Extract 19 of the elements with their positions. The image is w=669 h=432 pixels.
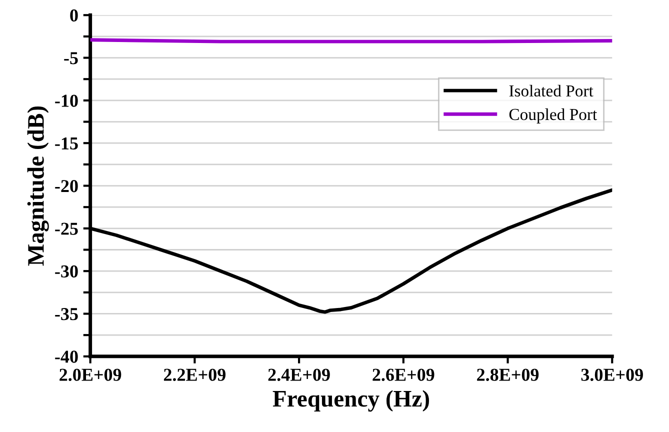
y-tick-label: -15 — [55, 137, 78, 150]
y-tick-label: -40 — [55, 350, 78, 363]
x-axis-title: Frequency (Hz) — [272, 390, 429, 412]
y-tick-label: -10 — [55, 94, 78, 107]
y-tick-label: -30 — [55, 265, 78, 278]
x-tick-label: 2.0E+09 — [60, 368, 122, 381]
y-tick-label: -20 — [55, 180, 78, 192]
legend-label: Coupled Port — [509, 108, 598, 124]
x-tick-label: 3.0E+09 — [581, 368, 643, 381]
x-tick-label: 2.4E+09 — [268, 368, 330, 381]
legend-label: Isolated Port — [509, 84, 594, 97]
y-tick-label: -25 — [55, 222, 78, 235]
x-tick-label: 2.2E+09 — [164, 368, 226, 381]
x-tick-label: 2.8E+09 — [477, 368, 539, 381]
y-axis-title: Magnitude (dB) — [27, 106, 49, 266]
y-tick-label: -35 — [55, 308, 78, 320]
y-tick-label: 0 — [70, 9, 78, 22]
y-tick-label: -5 — [64, 52, 78, 64]
x-tick-label: 2.6E+09 — [372, 368, 434, 381]
